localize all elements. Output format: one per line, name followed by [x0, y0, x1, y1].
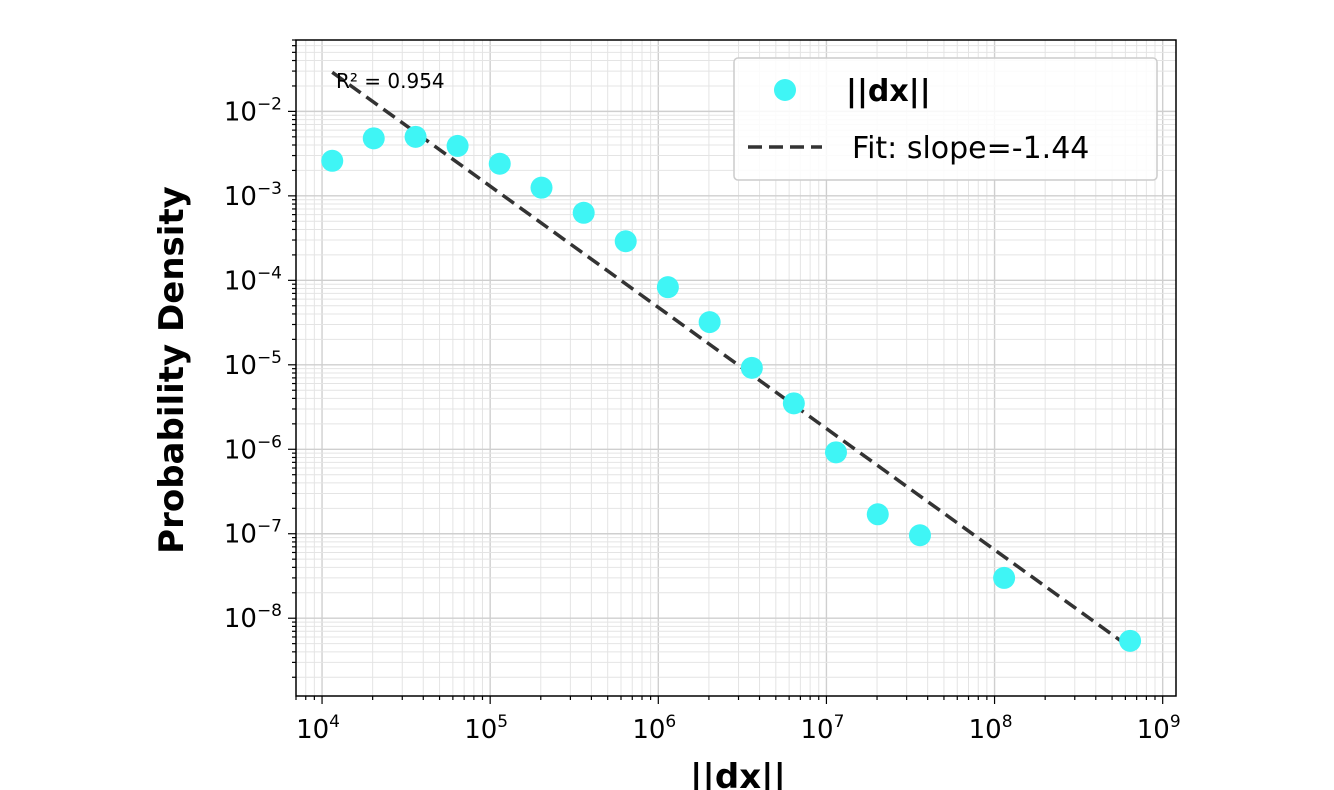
x-tick-label: 106: [632, 712, 676, 745]
x-tick-label: 104: [296, 712, 340, 745]
data-point: [656, 276, 679, 299]
data-point: [824, 441, 847, 464]
data-points: [321, 125, 1142, 652]
legend-label-fit: Fit: slope=-1.44: [852, 131, 1089, 166]
data-point: [993, 566, 1016, 589]
legend-marker-points: [774, 79, 796, 101]
legend: ||dx|| Fit: slope=-1.44: [733, 57, 1158, 181]
r2-annotation: R² = 0.954: [336, 69, 445, 93]
data-point: [488, 152, 511, 175]
data-point: [362, 127, 385, 150]
grid: [295, 39, 1176, 696]
data-point: [572, 201, 595, 224]
y-tick-label: 10−7: [224, 517, 282, 550]
data-point: [404, 125, 427, 148]
fit-line-layer: [331, 70, 1132, 649]
x-tick-label: 105: [464, 712, 508, 745]
y-axis-title: Probability Density: [152, 186, 192, 554]
legend-label-points: ||dx||: [846, 74, 931, 109]
data-point: [614, 230, 637, 253]
y-tick-label: 10−5: [224, 348, 282, 381]
data-point: [698, 311, 721, 334]
y-tick-label: 10−2: [224, 94, 282, 127]
x-axis-title: ||dx||: [690, 757, 786, 790]
legend-box: [733, 57, 1158, 181]
data-point: [530, 176, 553, 199]
data-point: [321, 149, 344, 172]
y-tick-label: 10−8: [224, 601, 282, 634]
x-tick-label: 108: [969, 712, 1013, 745]
x-tick-label: 109: [1137, 712, 1181, 745]
data-point: [1119, 629, 1142, 652]
y-tick-label: 10−3: [224, 179, 282, 212]
y-tick-label: 10−4: [224, 263, 282, 296]
y-tick-label: 10−6: [224, 432, 282, 465]
data-point: [908, 524, 931, 547]
data-point: [782, 392, 805, 415]
data-point: [446, 134, 469, 157]
fit-line: [331, 70, 1132, 649]
data-point: [740, 356, 763, 379]
x-tick-label: 107: [800, 712, 844, 745]
plot-frame: [295, 39, 1177, 697]
data-point: [866, 503, 889, 526]
